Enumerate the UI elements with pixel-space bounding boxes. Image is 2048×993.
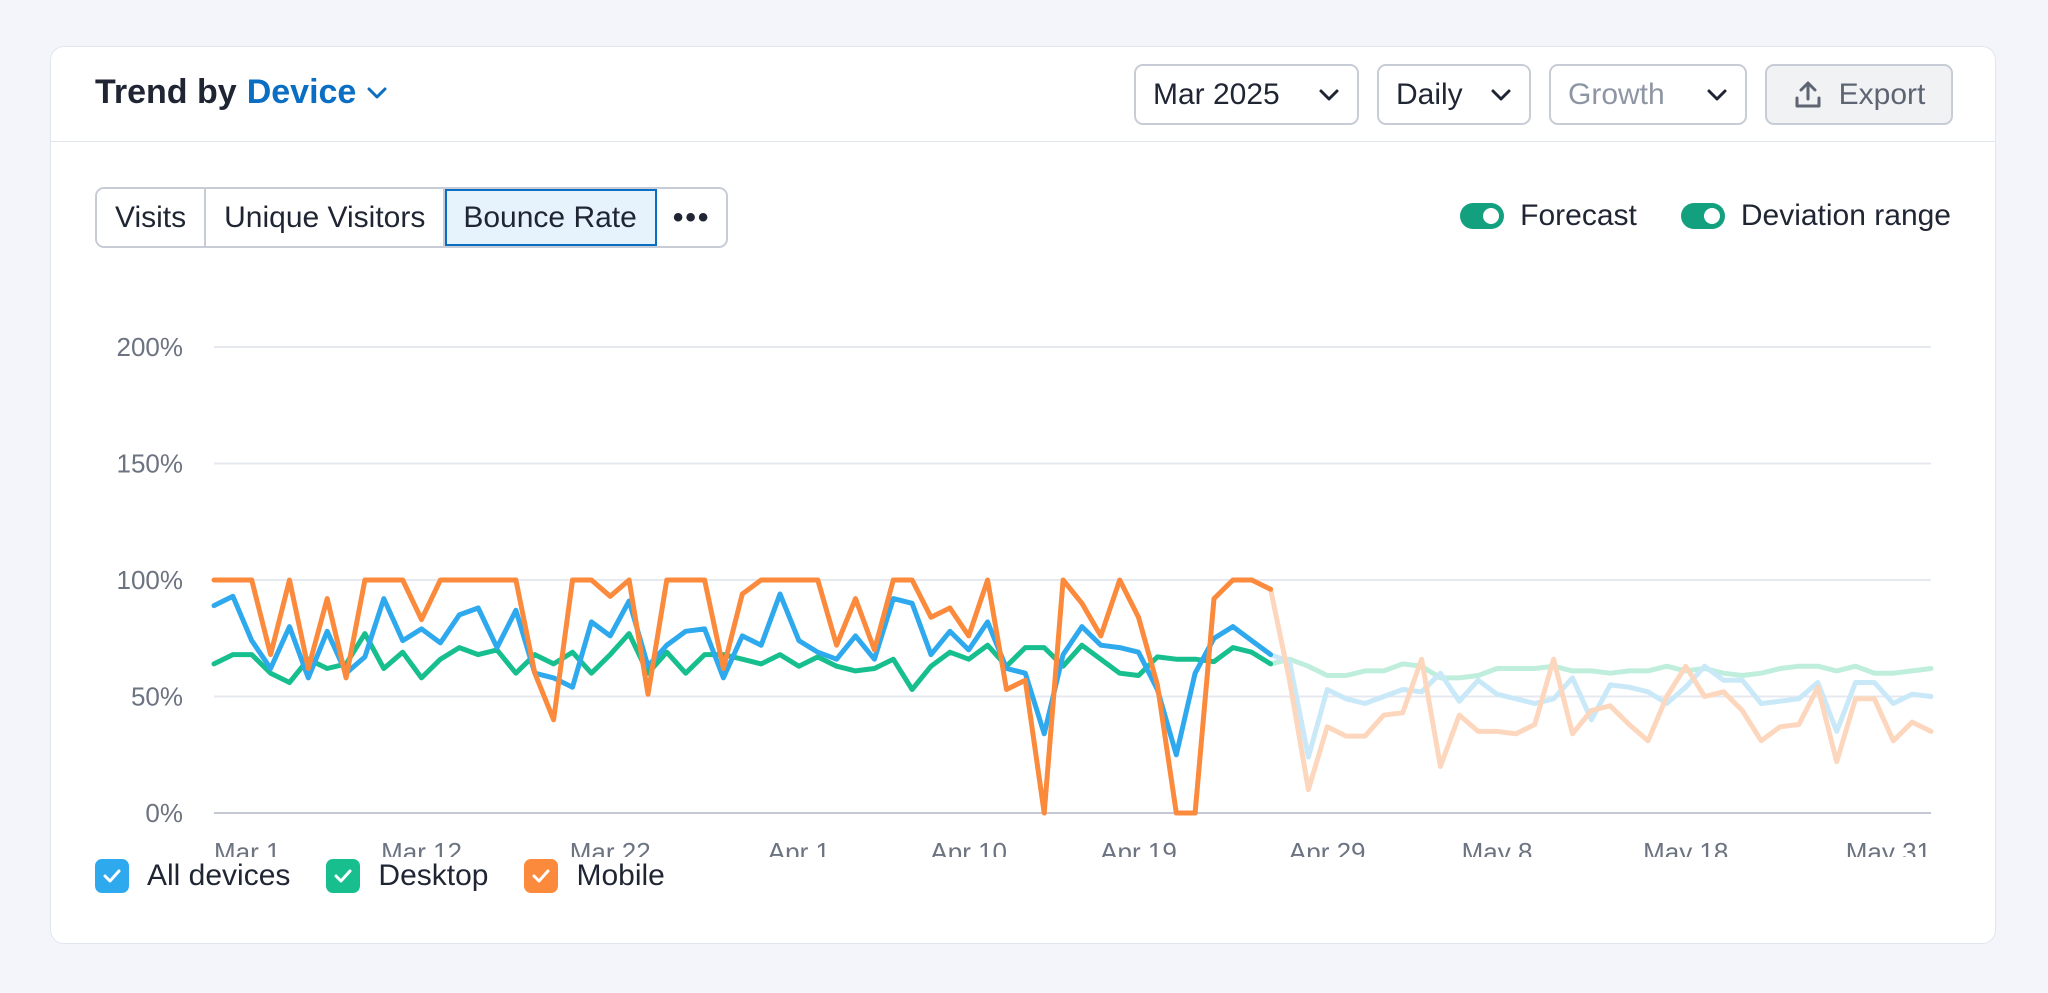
toggle-switch-icon (1680, 203, 1725, 229)
chevron-down-icon (1491, 89, 1511, 100)
x-tick-label: Mar 12 (381, 837, 462, 857)
x-tick-label: Mar 22 (570, 837, 651, 857)
growth-dropdown[interactable]: Growth (1549, 64, 1747, 125)
chart-toggles: Forecast Deviation range (1416, 199, 1951, 233)
bounce-rate-line-chart: 0% 50% 100% 150% 200% Mar 1 Mar 12 Mar 22 Apr 1 A… (117, 332, 1934, 857)
tab-label: Bounce Rate (463, 200, 637, 234)
series-line-all-devices (211, 591, 1274, 758)
device-dimension-dropdown[interactable]: Device (247, 73, 389, 112)
chevron-down-icon (1319, 89, 1339, 100)
x-tick-label: Apr 29 (1289, 837, 1366, 857)
trend-card: Trend by Device Mar 2025 Daily Growth Ex… (50, 46, 1996, 944)
x-tick-label: Apr 10 (930, 837, 1007, 857)
card-header: Trend by Device Mar 2025 Daily Growth Ex… (51, 47, 1995, 142)
x-tick-label: Mar 1 (214, 837, 280, 857)
forecast-toggle[interactable]: Forecast (1460, 199, 1637, 233)
tab-unique-visitors[interactable]: Unique Visitors (206, 189, 446, 246)
chevron-down-icon (367, 87, 387, 98)
export-button[interactable]: Export (1765, 64, 1953, 125)
tab-visits[interactable]: Visits (97, 189, 207, 246)
tab-label: Unique Visitors (224, 200, 426, 234)
toggle-switch-icon (1460, 203, 1505, 229)
legend-item-desktop[interactable]: Desktop (326, 859, 488, 893)
y-tick-label: 200% (117, 332, 184, 362)
period-dropdown[interactable]: Mar 2025 (1134, 64, 1359, 125)
deviation-range-toggle[interactable]: Deviation range (1680, 199, 1951, 233)
more-metrics-button[interactable]: ••• (657, 189, 727, 246)
tab-bounce-rate[interactable]: Bounce Rate (445, 189, 657, 246)
x-tick-label: May 18 (1643, 837, 1728, 857)
y-tick-label: 0% (145, 798, 183, 828)
checkbox-checked-icon (524, 859, 559, 893)
series-line-desktop (211, 631, 1274, 692)
widget-title: Trend by Device (95, 73, 388, 112)
more-icon: ••• (672, 200, 711, 234)
legend-label: All devices (147, 859, 291, 892)
legend-label: Mobile (576, 859, 665, 892)
legend-item-all-devices[interactable]: All devices (95, 859, 290, 893)
chart-legend: All devices Desktop Mobile (95, 859, 701, 893)
y-tick-label: 50% (131, 682, 183, 712)
legend-item-mobile[interactable]: Mobile (524, 859, 665, 893)
forecast-label: Forecast (1520, 199, 1637, 232)
series-forecast-line-desktop (1268, 656, 1934, 681)
series-line-mobile (211, 577, 1274, 816)
deviation-range-label: Deviation range (1740, 199, 1951, 232)
x-tick-label: May 31 (1846, 837, 1931, 857)
metric-tabs: Visits Unique Visitors Bounce Rate ••• (95, 187, 729, 248)
x-tick-label: Apr 1 (768, 837, 830, 857)
tab-label: Visits (115, 200, 187, 234)
y-tick-label: 150% (117, 449, 184, 479)
chevron-down-icon (1707, 89, 1727, 100)
period-label: Mar 2025 (1153, 77, 1280, 111)
checkbox-checked-icon (326, 859, 361, 893)
growth-label: Growth (1568, 77, 1665, 111)
series-forecast-line-mobile (1268, 586, 1934, 793)
upload-icon (1795, 81, 1821, 107)
x-tick-label: Apr 19 (1100, 837, 1177, 857)
granularity-dropdown[interactable]: Daily (1377, 64, 1531, 125)
x-tick-label: May 8 (1462, 837, 1533, 857)
y-tick-label: 100% (117, 565, 184, 595)
checkbox-checked-icon (95, 859, 129, 893)
export-label: Export (1838, 77, 1926, 111)
title-prefix: Trend by (95, 73, 237, 111)
device-dimension-label: Device (246, 73, 357, 111)
granularity-label: Daily (1396, 77, 1463, 111)
legend-label: Desktop (378, 859, 489, 892)
